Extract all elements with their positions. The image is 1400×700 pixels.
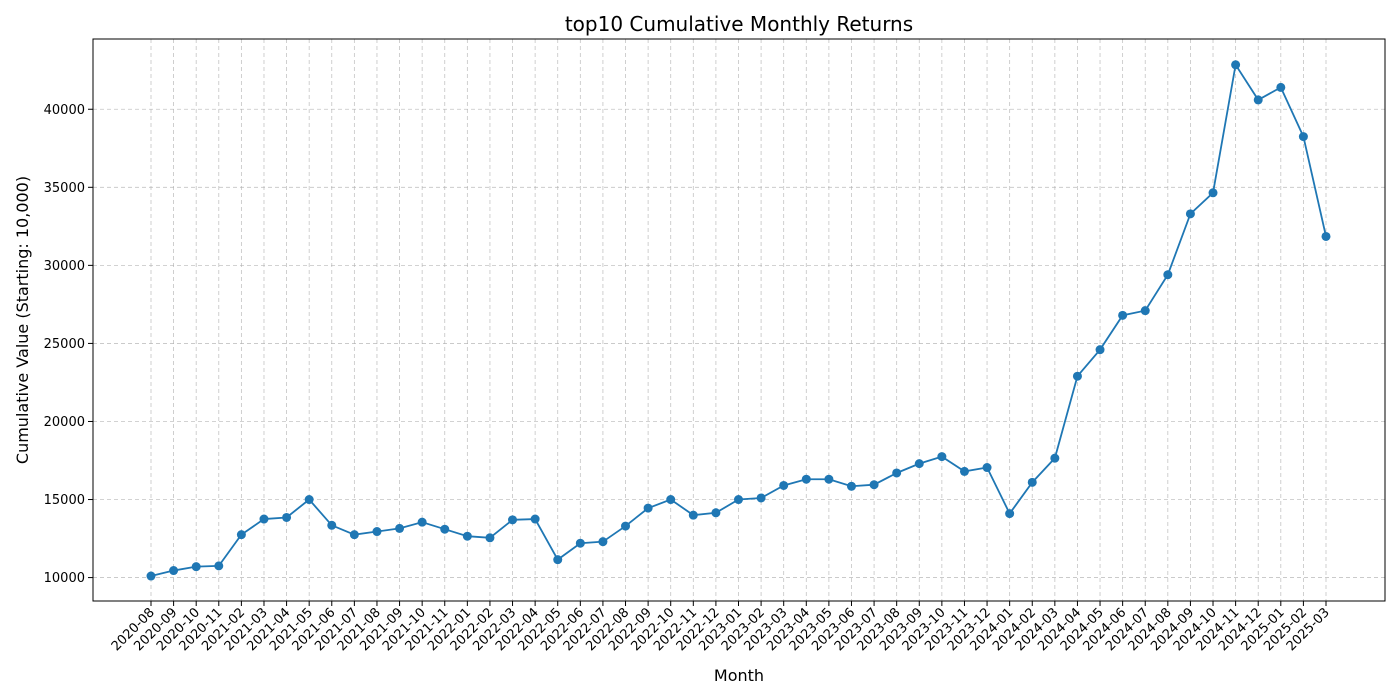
grid (93, 39, 1385, 601)
data-point (1185, 209, 1195, 219)
y-axis-ticks: 10000 15000 20000 25000 30000 35000 40000 (44, 103, 93, 586)
x-axis-label: Month (714, 666, 764, 685)
data-point (1276, 82, 1286, 92)
data-point (688, 510, 698, 520)
y-tick-label: 20000 (44, 415, 85, 430)
data-point (214, 561, 224, 571)
data-point (191, 562, 201, 572)
data-point (259, 514, 269, 524)
data-point (1321, 231, 1331, 241)
data-point (1298, 132, 1308, 142)
data-point (598, 537, 608, 547)
data-point (1140, 306, 1150, 316)
data-point (395, 523, 405, 533)
data-point (1163, 270, 1173, 280)
data-point (892, 468, 902, 478)
data-point (169, 566, 179, 576)
data-point (1231, 60, 1241, 70)
data-point (575, 538, 585, 548)
data-point (869, 480, 879, 490)
data-point (508, 515, 518, 525)
data-point (236, 530, 246, 540)
y-axis-label: Cumulative Value (Starting: 10,000) (13, 176, 32, 464)
data-point (643, 503, 653, 513)
data-point (959, 466, 969, 476)
data-point (349, 530, 359, 540)
data-point (485, 533, 495, 543)
data-point (1118, 310, 1128, 320)
data-point (440, 524, 450, 534)
data-point (711, 508, 721, 518)
data-point (621, 521, 631, 531)
data-point (1005, 509, 1015, 519)
x-axis-ticks: 2020-082020-092020-102020-112021-022021-… (109, 601, 1333, 654)
data-point (304, 495, 314, 505)
data-point (824, 474, 834, 484)
y-tick-label: 40000 (44, 103, 85, 118)
data-point (937, 452, 947, 462)
y-tick-label: 25000 (44, 337, 85, 352)
data-point (462, 531, 472, 541)
data-point (779, 480, 789, 490)
data-point (417, 517, 427, 527)
data-point (734, 495, 743, 505)
data-point (666, 495, 676, 505)
data-point (1027, 477, 1037, 487)
data-point (1050, 453, 1060, 463)
data-point (1208, 188, 1218, 198)
data-point (553, 555, 563, 565)
data-point (801, 474, 811, 484)
y-tick-label: 30000 (44, 259, 85, 274)
data-point (282, 512, 292, 522)
chart-title: top10 Cumulative Monthly Returns (565, 12, 913, 36)
data-point (914, 459, 924, 469)
data-point (327, 520, 337, 530)
data-point (846, 481, 856, 491)
data-point (1072, 371, 1082, 381)
data-point (1253, 95, 1263, 105)
y-tick-label: 15000 (44, 493, 85, 508)
data-point (146, 571, 156, 581)
data-points (146, 60, 1331, 581)
data-point (982, 463, 992, 473)
data-point (530, 514, 540, 524)
data-point (1095, 345, 1105, 355)
y-tick-label: 10000 (44, 571, 85, 586)
data-point (756, 493, 766, 503)
y-tick-label: 35000 (44, 181, 85, 196)
data-point (372, 527, 382, 537)
